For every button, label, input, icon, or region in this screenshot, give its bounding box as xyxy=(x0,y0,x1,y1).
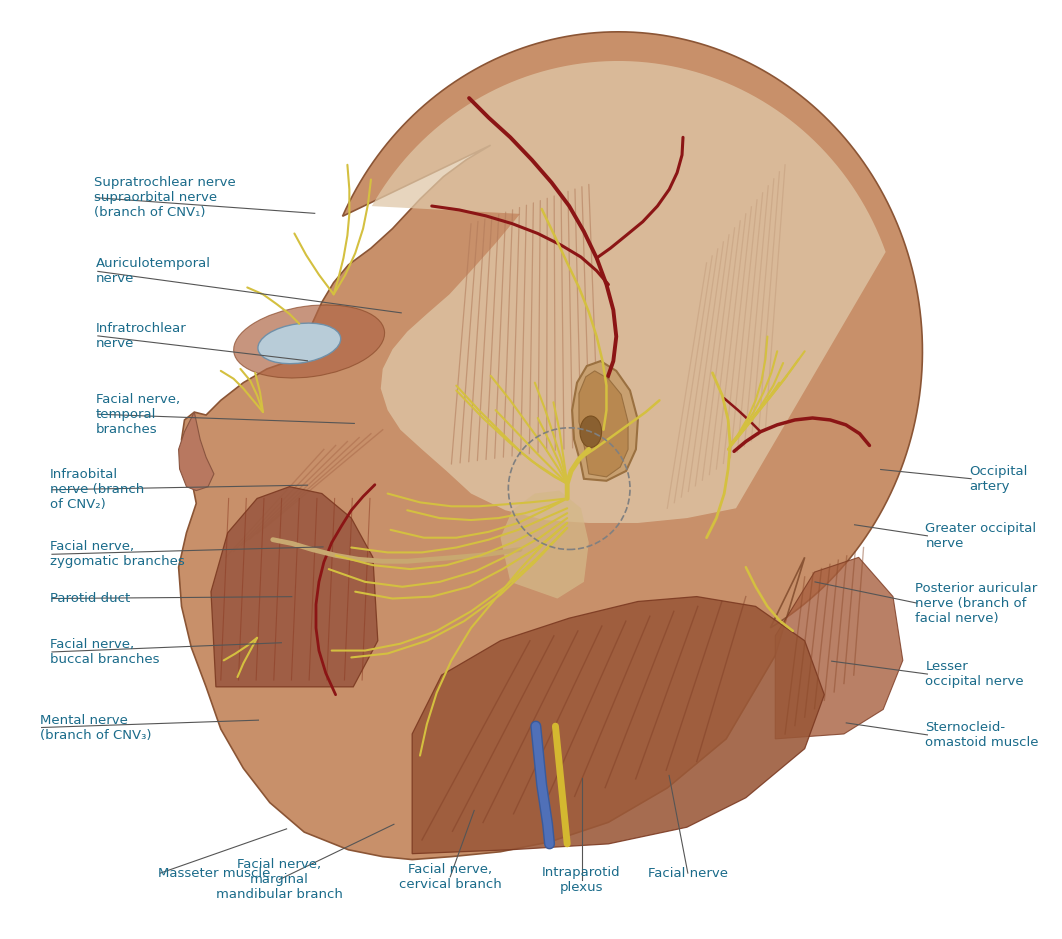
Ellipse shape xyxy=(258,323,341,363)
Ellipse shape xyxy=(234,305,384,378)
Text: Greater occipital
nerve: Greater occipital nerve xyxy=(925,522,1037,550)
Polygon shape xyxy=(178,412,213,490)
Polygon shape xyxy=(412,596,824,854)
Polygon shape xyxy=(775,558,903,739)
Polygon shape xyxy=(572,362,638,481)
Text: Mental nerve
(branch of CNV₃): Mental nerve (branch of CNV₃) xyxy=(39,714,151,742)
Ellipse shape xyxy=(580,416,601,447)
Polygon shape xyxy=(178,32,923,859)
Text: Facial nerve: Facial nerve xyxy=(648,867,727,880)
Text: Intraparotid
plexus: Intraparotid plexus xyxy=(543,866,621,894)
Polygon shape xyxy=(579,371,628,477)
Text: Parotid duct: Parotid duct xyxy=(50,592,131,605)
Text: Facial nerve,
zygomatic branches: Facial nerve, zygomatic branches xyxy=(50,540,185,568)
Text: Facial nerve,
temporal
branches: Facial nerve, temporal branches xyxy=(96,393,179,436)
Polygon shape xyxy=(500,490,588,598)
Polygon shape xyxy=(372,61,886,523)
Text: Supratrochlear nerve
supraorbital nerve
(branch of CNV₁): Supratrochlear nerve supraorbital nerve … xyxy=(93,177,236,219)
Text: Facial nerve,
buccal branches: Facial nerve, buccal branches xyxy=(50,638,159,666)
Text: Lesser
occipital nerve: Lesser occipital nerve xyxy=(925,660,1024,688)
Text: Masseter muscle: Masseter muscle xyxy=(158,867,271,880)
Polygon shape xyxy=(211,486,378,686)
Text: Auriculotemporal
nerve: Auriculotemporal nerve xyxy=(96,257,211,285)
Text: Infratrochlear
nerve: Infratrochlear nerve xyxy=(96,322,187,350)
Text: Facial nerve,
cervical branch: Facial nerve, cervical branch xyxy=(399,863,501,891)
Text: Facial nerve,
marginal
mandibular branch: Facial nerve, marginal mandibular branch xyxy=(216,858,343,901)
Text: Infraobital
nerve (branch
of CNV₂): Infraobital nerve (branch of CNV₂) xyxy=(50,469,144,511)
Text: Sternocleid-
omastoid muscle: Sternocleid- omastoid muscle xyxy=(925,721,1039,749)
Text: Occipital
artery: Occipital artery xyxy=(970,465,1028,493)
Text: Posterior auricular
nerve (branch of
facial nerve): Posterior auricular nerve (branch of fac… xyxy=(915,581,1038,624)
